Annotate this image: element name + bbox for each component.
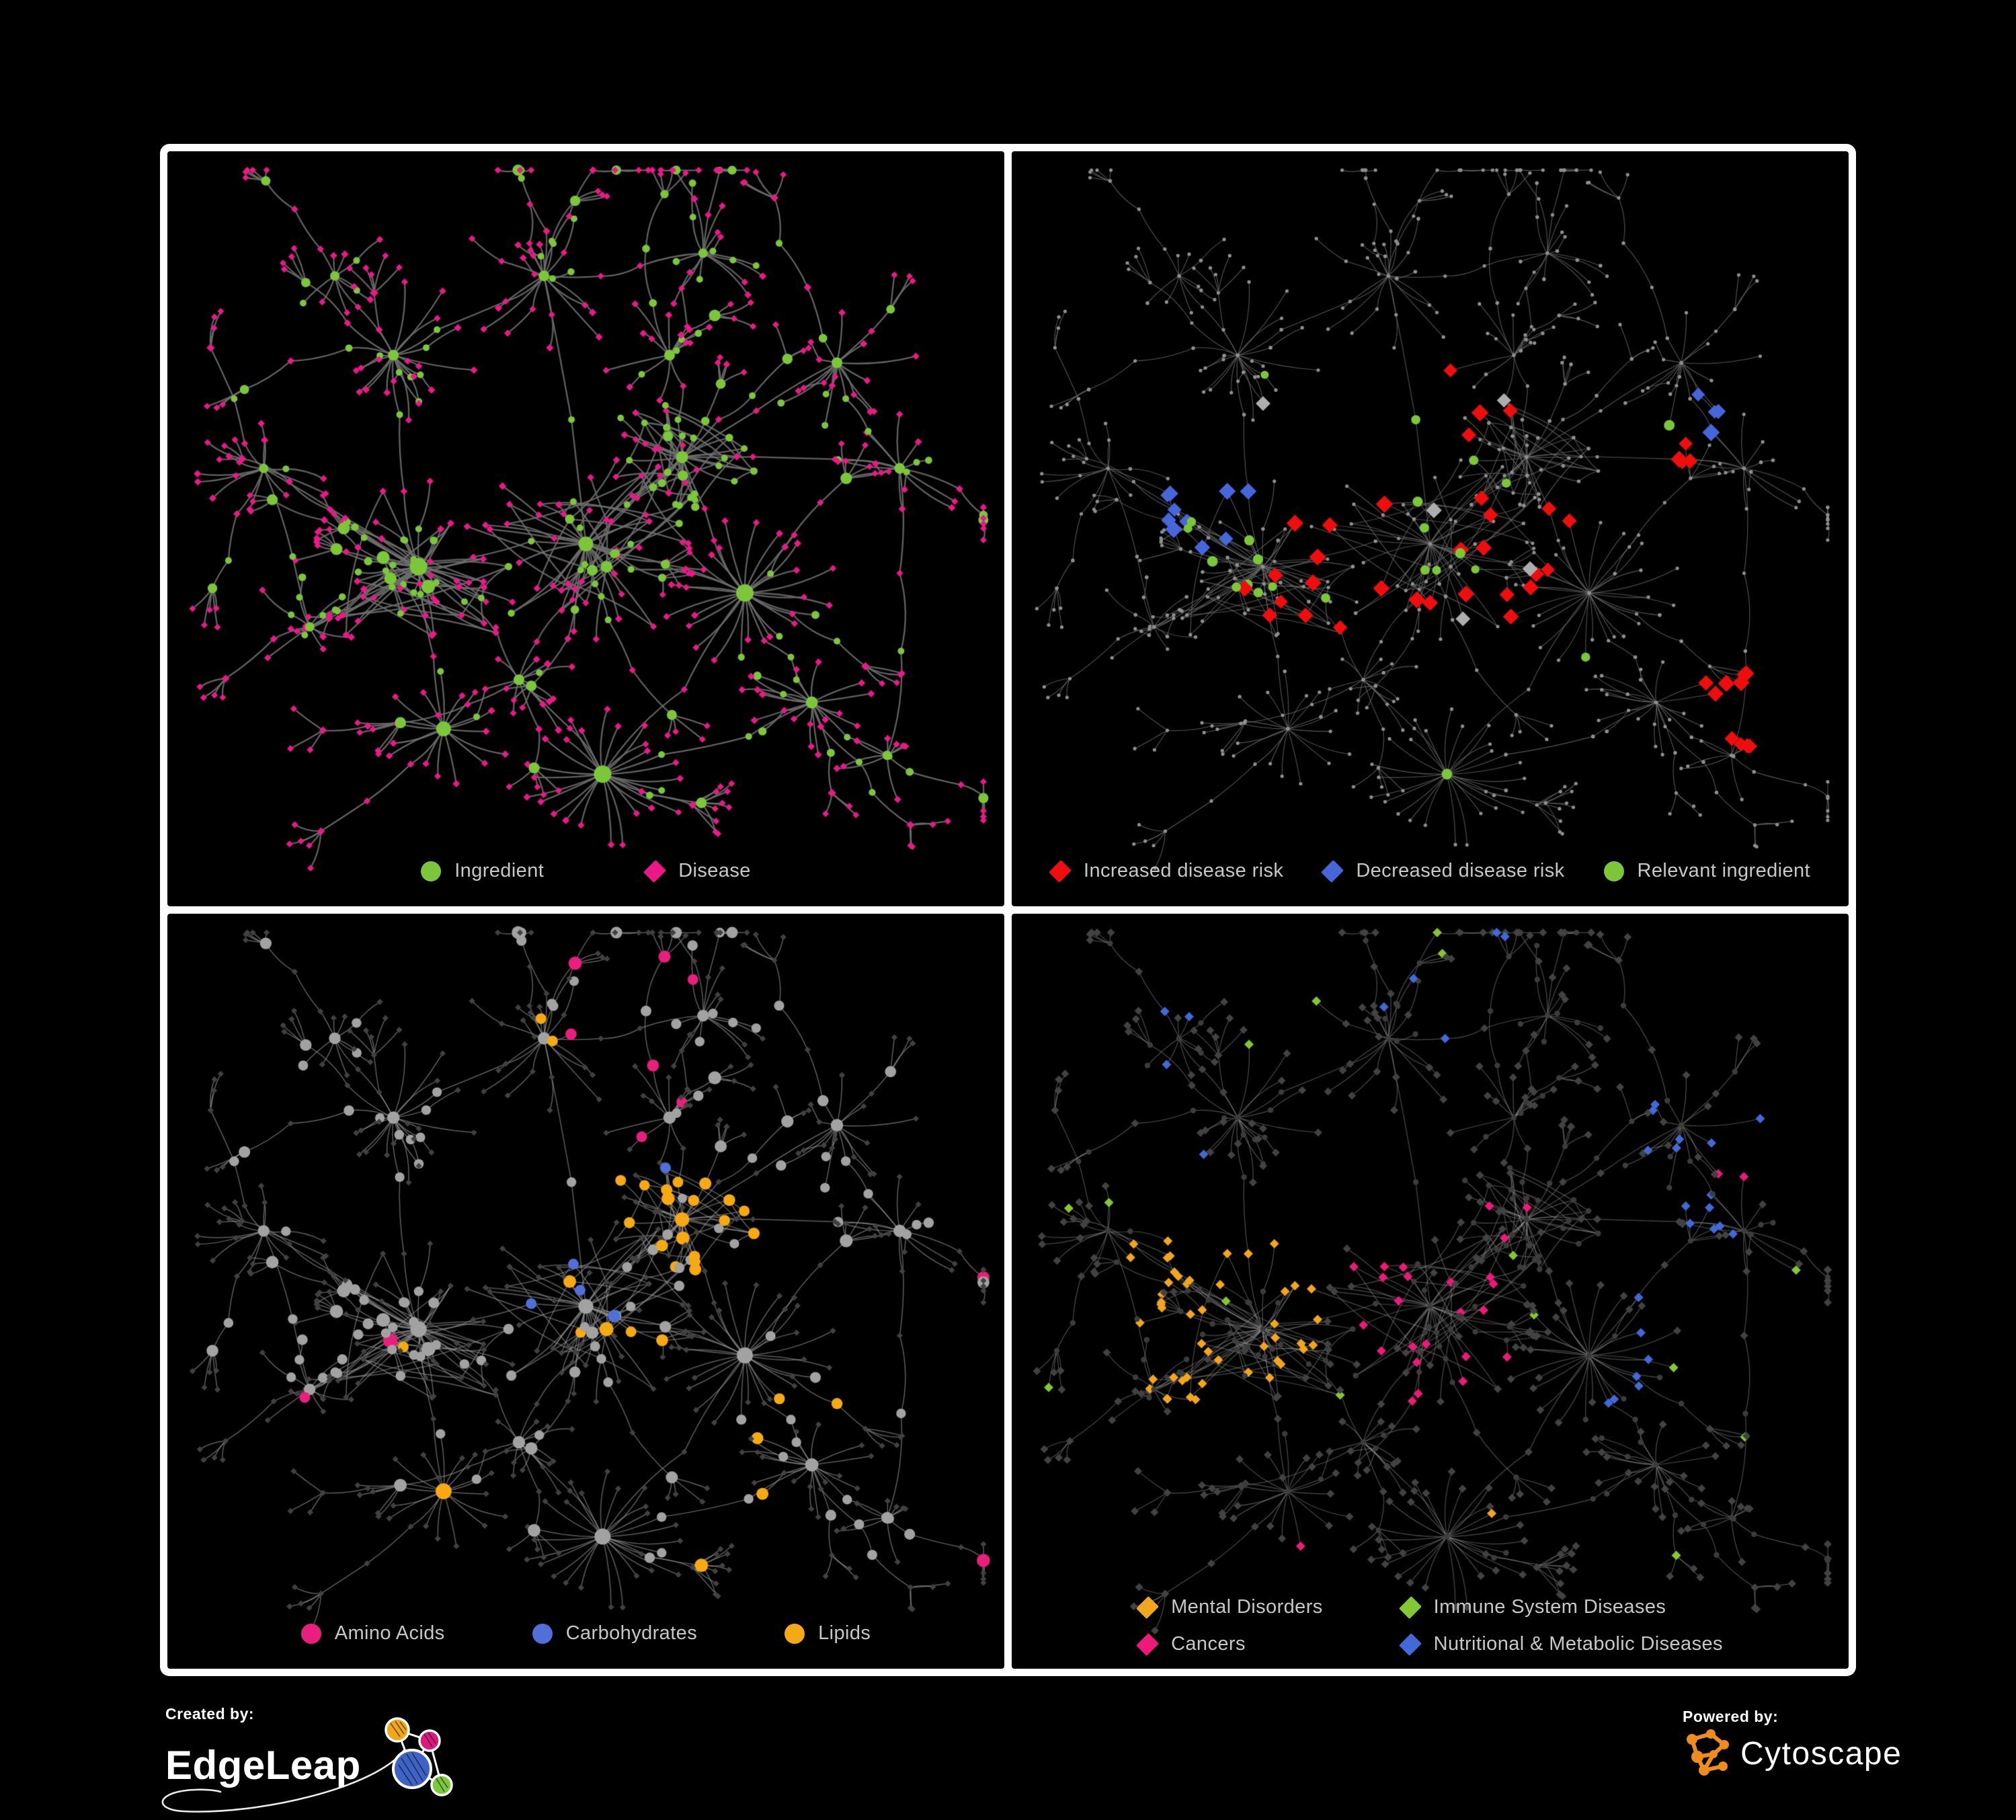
network-canvas-disease-risk [1012,151,1849,906]
diamond-swatch [1398,1632,1422,1656]
edgeleap-node-orange [384,1717,410,1743]
legend-nutrient-classes: Amino Acids Carbohydrates Lipids [167,1622,1004,1645]
network-canvas-disease-classes [1012,914,1849,1669]
legend-item: Lipids [784,1622,871,1645]
edgeleap-node-blue [391,1749,432,1789]
circle-swatch [1603,861,1624,881]
legend-label: Amino Acids [334,1622,445,1644]
diamond-swatch [1136,1632,1160,1656]
circle-swatch [300,1623,321,1644]
legend-label: Immune System Diseases [1433,1596,1666,1618]
legend-label: Carbohydrates [565,1622,698,1644]
edgeleap-swoosh [161,1748,406,1813]
edgeleap-credit: Created by: EdgeLeap [161,1705,460,1813]
legend-item: Decreased disease risk [1321,859,1565,883]
legend-item: Cancers [1136,1632,1323,1656]
legend-item: Relevant ingredient [1603,860,1811,882]
diamond-swatch [1398,1595,1422,1619]
legend-item: Ingredient [421,860,544,882]
legend-label: Cancers [1171,1633,1246,1655]
panel-nutrient-classes: Amino Acids Carbohydrates Lipids [167,914,1004,1669]
diamond-swatch [1049,859,1072,883]
cytoscape-wordmark: Cytoscape [1740,1735,1902,1772]
legend-disease-classes: Mental Disorders Immune System Diseases Ca… [1012,1595,1849,1656]
panel-disease-classes: Mental Disorders Immune System Diseases Ca… [1012,914,1849,1669]
network-canvas-nutrient-classes [167,914,1004,1669]
panel-ingredient-disease: Ingredient Disease [167,151,1004,906]
diamond-swatch [1321,859,1344,883]
legend-item: Nutritional & Metabolic Diseases [1398,1632,1723,1656]
edgeleap-wordmark: EdgeLeap [165,1742,361,1788]
legend-label: Ingredient [454,860,545,881]
network-canvas-ingredient-disease [167,151,1004,906]
legend-label: Lipids [818,1622,871,1644]
legend-item: Amino Acids [300,1622,445,1645]
edgeleap-node-green [430,1774,453,1796]
legend-label: Nutritional & Metabolic Diseases [1433,1633,1723,1655]
legend-label: Relevant ingredient [1637,860,1811,881]
panel-disease-risk: Increased disease risk Decreased disease … [1012,151,1849,906]
legend-disease-risk: Increased disease risk Decreased disease … [1012,859,1849,883]
panel-grid: Ingredient Disease Increased disease risk… [160,144,1856,1676]
edgeleap-logo-icon [384,1717,453,1796]
diamond-swatch [643,859,667,883]
diamond-swatch [1136,1595,1160,1619]
edgeleap-node-magenta [417,1729,441,1752]
legend-label: Increased disease risk [1083,860,1284,881]
circle-swatch [532,1623,553,1644]
legend-ingredient-disease: Ingredient Disease [167,859,1004,883]
cytoscape-logo-icon [1687,1729,1729,1776]
legend-label: Decreased disease risk [1356,860,1565,881]
powered-by-label: Powered by: [1683,1708,1779,1725]
circle-swatch [421,861,442,881]
legend-label: Disease [678,860,751,881]
legend-item: Mental Disorders [1136,1595,1323,1619]
created-by-label: Created by: [165,1705,255,1723]
circle-swatch [784,1623,805,1644]
legend-item: Increased disease risk [1049,859,1284,883]
legend-item: Immune System Diseases [1398,1595,1723,1619]
cytoscape-credit: Powered by: Cytoscape [1683,1708,1902,1781]
legend-item: Carbohydrates [532,1622,697,1645]
legend-label: Mental Disorders [1171,1596,1323,1618]
legend-item: Disease [643,859,751,883]
